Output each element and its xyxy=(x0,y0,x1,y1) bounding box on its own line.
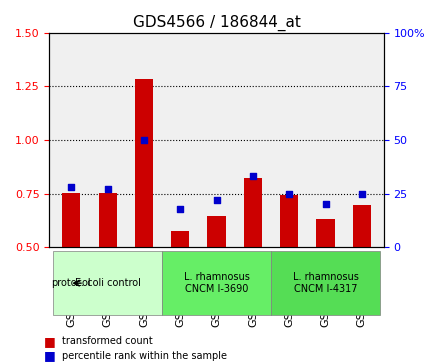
Point xyxy=(286,191,293,196)
Bar xyxy=(244,178,262,247)
Point xyxy=(68,184,75,190)
Bar xyxy=(280,195,298,247)
Title: GDS4566 / 186844_at: GDS4566 / 186844_at xyxy=(132,15,301,31)
FancyBboxPatch shape xyxy=(271,251,380,315)
Bar xyxy=(99,193,117,247)
Text: E. coli control: E. coli control xyxy=(75,278,140,288)
Point xyxy=(249,174,257,179)
Point xyxy=(140,137,147,143)
Bar xyxy=(62,193,81,247)
Bar xyxy=(353,205,371,247)
Text: L. rhamnosus
CNCM I-4317: L. rhamnosus CNCM I-4317 xyxy=(293,272,359,294)
Text: percentile rank within the sample: percentile rank within the sample xyxy=(62,351,227,361)
Text: L. rhamnosus
CNCM I-3690: L. rhamnosus CNCM I-3690 xyxy=(183,272,249,294)
Text: transformed count: transformed count xyxy=(62,336,152,346)
Text: protocol: protocol xyxy=(51,278,91,288)
Bar xyxy=(135,79,153,247)
Point xyxy=(104,187,111,192)
Bar xyxy=(171,231,189,247)
FancyBboxPatch shape xyxy=(53,251,162,315)
Point xyxy=(322,201,329,207)
FancyBboxPatch shape xyxy=(162,251,271,315)
Bar xyxy=(208,216,226,247)
Point xyxy=(213,197,220,203)
Text: ■: ■ xyxy=(44,335,56,348)
Point xyxy=(177,206,184,212)
Bar xyxy=(316,220,334,247)
Text: ■: ■ xyxy=(44,349,56,362)
Point xyxy=(358,191,365,196)
